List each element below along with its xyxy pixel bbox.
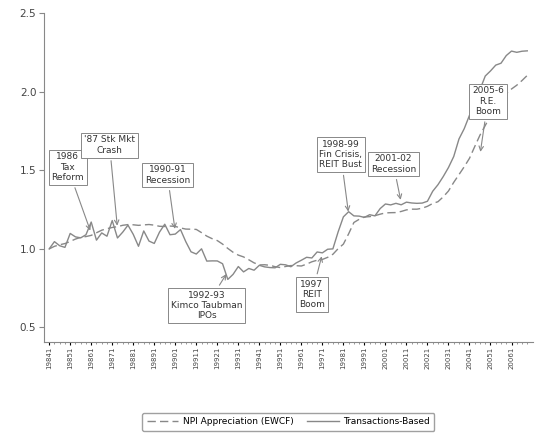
- Text: 1986
Tax
Reform: 1986 Tax Reform: [51, 152, 91, 230]
- Transactions-Based: [424, 198, 431, 204]
- Text: 1997
REIT
Boom: 1997 REIT Boom: [299, 258, 325, 309]
- Text: 2005-6
R.E.
Boom: 2005-6 R.E. Boom: [472, 86, 504, 151]
- Transactions-Based: [46, 246, 53, 251]
- Text: 1998-99
Fin Crisis,
REIT Bust: 1998-99 Fin Crisis, REIT Bust: [320, 140, 362, 210]
- NPI Appreciation (EWCF): [429, 201, 436, 206]
- Transactions-Based: [429, 189, 436, 194]
- Text: 2001-02
Recession: 2001-02 Recession: [371, 154, 416, 198]
- Transactions-Based: [403, 200, 410, 205]
- NPI Appreciation (EWCF): [403, 207, 410, 212]
- Text: '87 Stk Mkt
Crash: '87 Stk Mkt Crash: [84, 135, 135, 224]
- Text: 1990-91
Recession: 1990-91 Recession: [145, 165, 190, 228]
- NPI Appreciation (EWCF): [424, 204, 431, 209]
- Transactions-Based: [435, 182, 441, 187]
- NPI Appreciation (EWCF): [435, 199, 441, 205]
- NPI Appreciation (EWCF): [46, 246, 53, 251]
- Transactions-Based: [335, 229, 341, 234]
- Text: 1992-93
Kimco Taubman
IPOs: 1992-93 Kimco Taubman IPOs: [171, 275, 243, 320]
- Transactions-Based: [225, 277, 231, 282]
- NPI Appreciation (EWCF): [450, 180, 457, 185]
- Transactions-Based: [450, 154, 457, 159]
- NPI Appreciation (EWCF): [335, 246, 341, 251]
- NPI Appreciation (EWCF): [277, 265, 284, 270]
- Line: Transactions-Based: Transactions-Based: [49, 51, 527, 279]
- Transactions-Based: [524, 48, 530, 53]
- Legend: NPI Appreciation (EWCF), Transactions-Based: NPI Appreciation (EWCF), Transactions-Ba…: [142, 413, 434, 431]
- NPI Appreciation (EWCF): [524, 73, 530, 78]
- Line: NPI Appreciation (EWCF): NPI Appreciation (EWCF): [49, 75, 527, 268]
